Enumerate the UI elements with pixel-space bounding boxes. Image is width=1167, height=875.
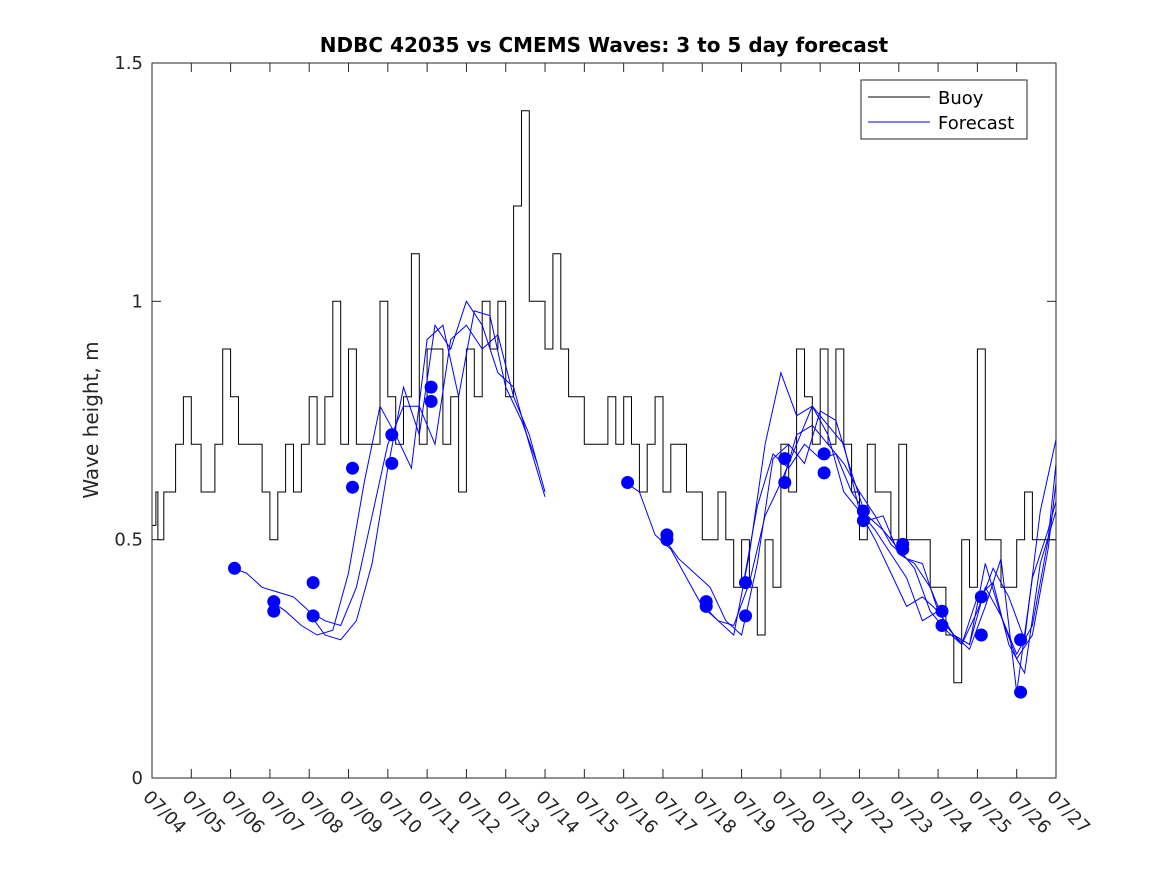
forecast-run-line-1 [232,324,546,627]
x-tick-label: 07/16 [610,787,662,839]
x-tick-label: 07/04 [138,787,190,839]
x-tick-label: 07/12 [453,787,505,839]
x-tick-label: 07/25 [964,787,1016,839]
y-tick-label: 1 [132,291,143,312]
x-tick-label: 07/17 [649,787,701,839]
forecast-marker-1 [228,561,241,575]
x-tick-label: 07/10 [374,787,426,839]
x-tick-label: 07/08 [296,787,348,839]
forecast-marker-31 [1014,633,1028,647]
forecast-marker-30 [974,628,988,642]
x-tick-label: 07/15 [571,787,623,839]
forecast-marker-6 [346,461,359,475]
chart-title: NDBC 42035 vs CMEMS Waves: 3 to 5 day fo… [320,33,889,57]
legend-label-buoy: Buoy [938,88,984,109]
forecast-run-line-5 [664,410,1057,675]
y-tick-label: 1.5 [114,53,143,74]
forecast-marker-2 [267,595,281,609]
x-tick-label: 07/14 [531,787,583,839]
forecast-run-line-6 [703,371,1057,660]
x-tick-label: 07/05 [178,787,230,839]
legend-label-forecast: Forecast [938,113,1014,134]
forecast-marker-21 [817,447,831,461]
forecast-marker-3 [267,604,281,618]
forecast-marker-7 [346,480,359,494]
x-tick-label: 07/13 [492,787,544,839]
forecast-marker-4 [306,576,320,590]
forecast-marker-10 [424,380,438,394]
y-tick-label: 0 [132,768,143,789]
forecast-marker-17 [739,576,752,590]
x-tick-label: 07/19 [728,787,780,839]
axes-box [151,62,1057,779]
forecast-run-line-3 [310,300,546,641]
forecast-marker-28 [935,619,949,632]
legend: Buoy Forecast [860,79,1028,140]
forecast-marker-14 [660,533,674,547]
forecast-marker-5 [306,609,320,623]
forecast-run-line-8 [782,424,1057,693]
forecast-marker-29 [974,590,988,604]
x-tick-label: 07/21 [807,787,859,839]
x-tick-label: 07/22 [846,787,898,839]
x-tick-label: 07/23 [885,787,937,839]
y-axis-label: Wave height, m [79,341,103,498]
legend-box [860,79,1028,140]
forecast-marker-27 [935,604,949,618]
forecast-marker-16 [699,599,713,613]
forecast-marker-8 [385,428,399,442]
forecast-marker-26 [896,542,910,556]
forecast-marker-19 [778,452,792,466]
forecast-run-line-4 [625,405,1057,656]
forecast-marker-11 [424,394,438,408]
forecast-run-line-2 [271,310,538,636]
y-axis: 0 0.5 1 1.5 [114,53,1056,789]
x-tick-label: 07/06 [217,787,269,839]
x-tick-label: 07/09 [335,787,387,839]
forecast-marker-23 [856,504,870,518]
x-tick-label: 07/24 [925,787,977,839]
x-axis: 07/0407/0507/0607/0707/0807/0907/1007/11… [138,63,1094,838]
forecast-marker-32 [1014,685,1028,699]
forecast-marker-20 [778,476,792,489]
forecast-marker-24 [856,514,870,528]
forecast-marker-12 [621,476,635,489]
forecast-marker-9 [385,456,399,470]
x-tick-label: 07/26 [1003,787,1055,839]
forecast-marker-22 [817,466,831,480]
plot-area [152,110,1057,699]
x-tick-label: 07/27 [1042,787,1094,839]
buoy-series-line [152,110,1056,684]
forecast-marker-18 [739,609,752,623]
x-tick-label: 07/11 [414,787,466,839]
x-tick-label: 07/18 [689,787,741,839]
x-tick-label: 07/20 [767,787,819,839]
x-tick-label: 07/07 [256,787,308,839]
y-tick-label: 0.5 [114,530,143,551]
